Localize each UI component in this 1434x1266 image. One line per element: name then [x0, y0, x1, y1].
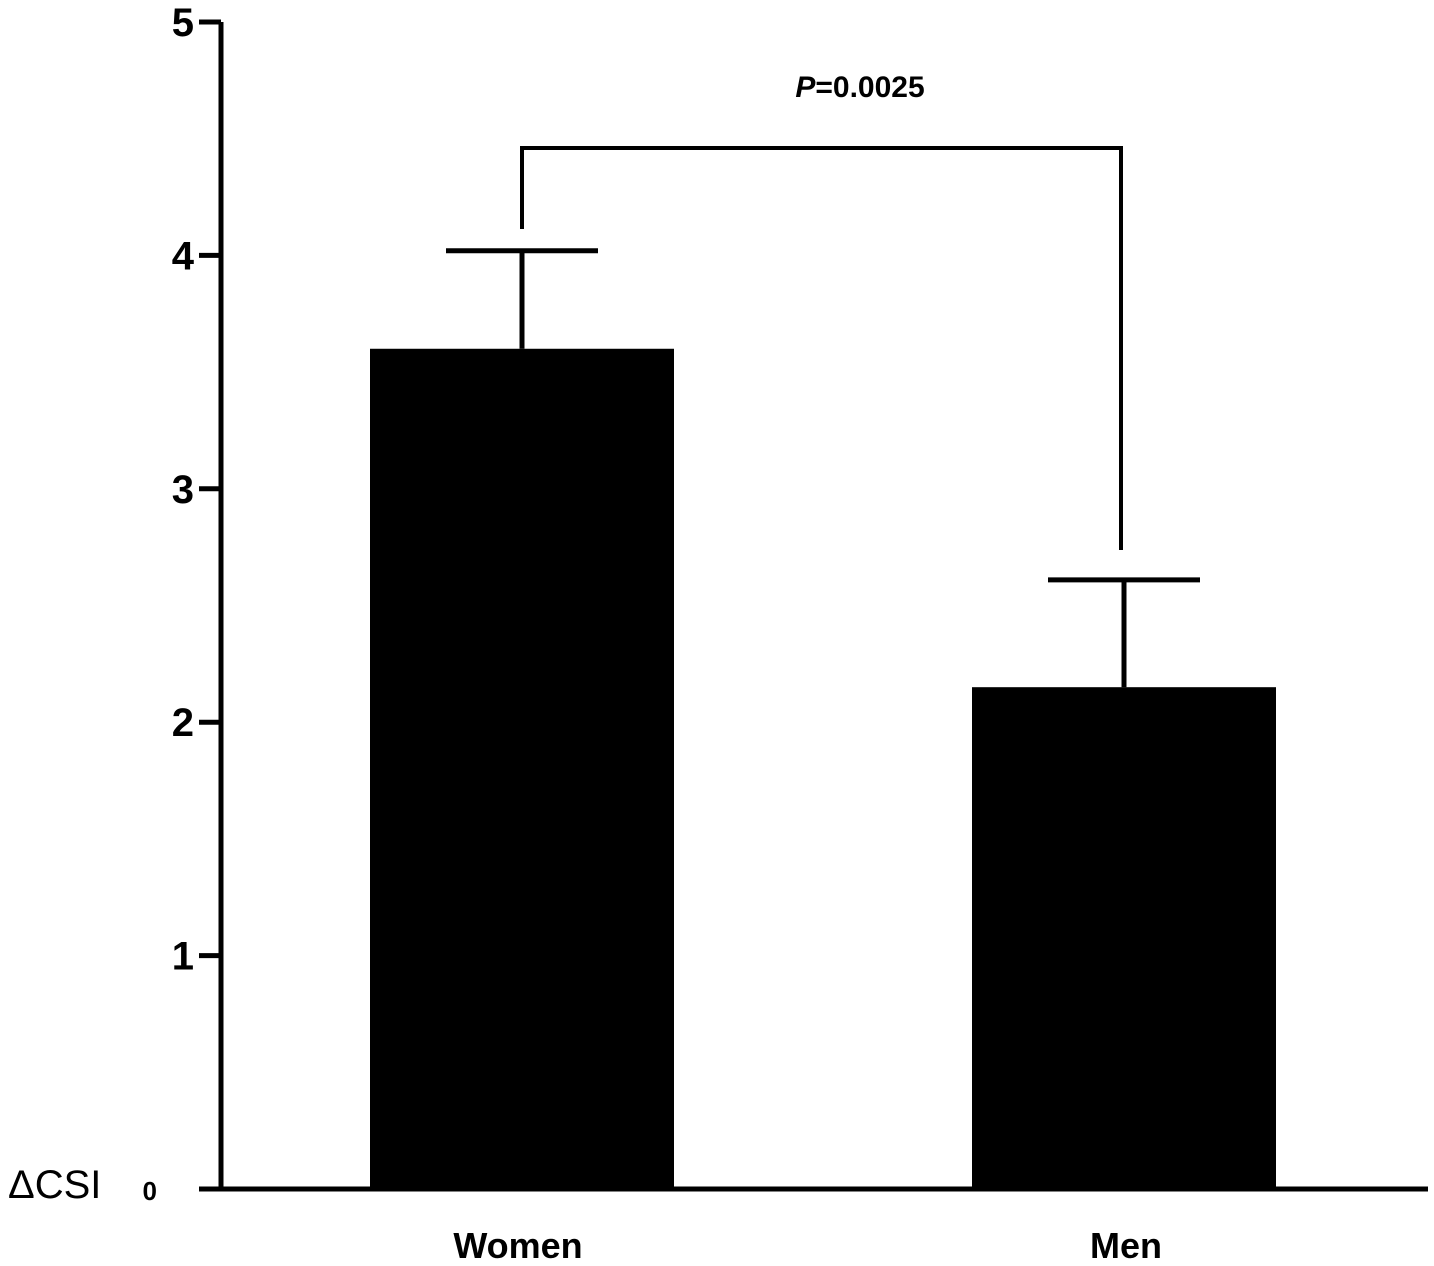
bars-layer	[370, 348, 1276, 1189]
axes-layer	[200, 22, 1428, 1192]
y-tick-label: 3	[172, 468, 194, 512]
bar-men	[972, 687, 1276, 1189]
x-labels-layer: Women Men	[453, 1225, 1162, 1266]
y-tick-label: 5	[172, 1, 194, 45]
y-tick-label: 4	[172, 234, 195, 278]
bar-women	[370, 348, 674, 1189]
p-value: =0.0025	[815, 71, 924, 104]
y-ticks-layer: 0 1 2 3 4 5	[143, 1, 221, 1206]
y-tick-label: 1	[172, 935, 194, 979]
significance-annotation: P=0.0025	[520, 71, 1123, 550]
y-tick-label: 0	[143, 1176, 157, 1206]
p-symbol: P	[795, 71, 816, 104]
error-bars-layer	[446, 248, 1200, 688]
y-axis-label: ΔCSI	[8, 1163, 101, 1207]
y-tick-label: 2	[172, 701, 194, 745]
p-value-label: P=0.0025	[795, 71, 924, 104]
x-category-label-women: Women	[453, 1225, 582, 1266]
significance-bracket	[520, 146, 1123, 550]
x-category-label-men: Men	[1090, 1225, 1162, 1266]
